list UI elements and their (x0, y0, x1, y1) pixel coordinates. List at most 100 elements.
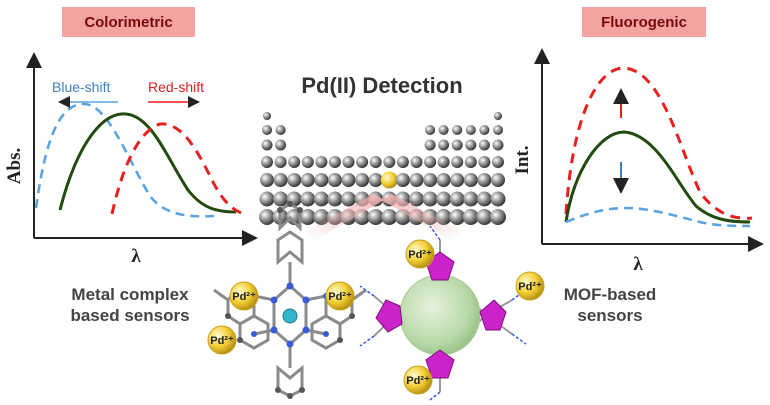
pd-ion-label: Pd²⁺ (210, 335, 234, 347)
element-sphere (395, 173, 410, 187)
pd-ions: Pd²⁺ Pd²⁺ Pd²⁺ Pd²⁺ Pd²⁺ Pd²⁺ (207, 239, 545, 395)
element-sphere (273, 173, 288, 187)
element-sphere (368, 173, 383, 187)
element-sphere (260, 173, 274, 187)
intensity-plot: Int. λ (512, 48, 764, 275)
mof-line1: MOF-based (563, 285, 657, 304)
quenched-curve (565, 206, 751, 228)
element-sphere (342, 156, 355, 168)
element-sphere (422, 191, 438, 207)
element-sphere (396, 156, 409, 168)
metal-complex-label: Metal complex based sensors (55, 284, 205, 326)
blue-shift-curve (34, 102, 215, 218)
element-sphere (452, 125, 463, 135)
red-shift-curve (110, 122, 245, 216)
fluorogenic-tag: Fluorogenic (582, 7, 706, 37)
element-sphere (450, 173, 465, 187)
element-sphere (478, 139, 490, 151)
element-sphere (287, 173, 302, 187)
enhanced-curve (564, 66, 753, 220)
element-sphere (493, 125, 503, 135)
element-sphere (491, 173, 505, 187)
int-y-label: Int. (512, 145, 533, 174)
element-sphere (465, 139, 477, 151)
pd-ion-icon (207, 325, 237, 355)
element-sphere (410, 156, 423, 168)
periodic-table (259, 112, 506, 225)
element-sphere (490, 209, 506, 225)
mof-pore (399, 274, 481, 356)
element-sphere (300, 173, 315, 187)
pd-ion-icon (515, 271, 545, 301)
element-sphere (492, 139, 504, 151)
pd-ion-icon (403, 365, 433, 395)
element-sphere (478, 156, 491, 168)
pd-ion-label: Pd²⁺ (406, 375, 430, 387)
palladium-atom-icon (380, 171, 398, 189)
element-sphere (438, 125, 449, 135)
element-sphere (492, 156, 504, 168)
element-sphere (479, 125, 490, 135)
element-sphere (409, 191, 424, 207)
metal-complex-line1: Metal complex (71, 285, 189, 304)
element-sphere (299, 209, 316, 225)
pd-ion-icon (405, 239, 435, 269)
element-sphere (451, 156, 464, 168)
element-sphere (288, 156, 301, 168)
beam-left (304, 194, 384, 240)
element-sphere (261, 156, 273, 168)
blue-shift-label: Blue-shift (52, 79, 110, 95)
element-sphere (275, 125, 286, 135)
element-sphere (436, 173, 451, 187)
original-curve (58, 112, 237, 214)
element-sphere (315, 156, 328, 168)
element-sphere (425, 125, 436, 135)
element-sphere (262, 125, 272, 135)
mof-line2: sensors (577, 306, 643, 325)
pd-ion-label: Pd²⁺ (232, 291, 256, 303)
pd-ion-icon (229, 281, 259, 311)
element-sphere (465, 125, 476, 135)
element-sphere (356, 156, 369, 168)
element-sphere (275, 139, 287, 151)
element-sphere (327, 173, 342, 187)
element-sphere (286, 209, 303, 225)
element-sphere (423, 173, 438, 187)
element-sphere (274, 156, 287, 168)
element-sphere (463, 173, 478, 187)
metal-center-icon (282, 308, 298, 324)
element-sphere (327, 191, 343, 207)
red-shift-label: Red-shift (148, 79, 204, 95)
element-sphere (476, 209, 493, 225)
element-sphere (259, 191, 275, 207)
mof-structure (359, 225, 527, 401)
element-sphere (381, 209, 398, 225)
element-sphere (494, 112, 502, 120)
element-sphere (449, 191, 465, 207)
element-sphere (259, 209, 275, 225)
pd-ion-label: Pd²⁺ (518, 281, 542, 293)
pd-ion-icon (325, 281, 355, 311)
element-sphere (438, 139, 450, 151)
element-sphere (301, 156, 314, 168)
element-sphere (436, 191, 452, 207)
element-sphere (341, 191, 356, 207)
beam-right (382, 194, 462, 240)
metal-complex-line2: based sensors (70, 306, 190, 325)
element-sphere (477, 173, 492, 187)
element-sphere (476, 191, 492, 207)
metal-complex-molecule (213, 201, 367, 399)
colorimetric-tag: Colorimetric (62, 7, 195, 37)
pd-ion-label: Pd²⁺ (408, 249, 432, 261)
element-sphere (273, 191, 289, 207)
element-sphere (462, 209, 479, 225)
original-fluor-curve (564, 130, 751, 224)
element-sphere (463, 191, 479, 207)
element-sphere (328, 156, 341, 168)
int-x-label: λ (633, 254, 643, 275)
absorbance-plot: Blue-shift Red-shift Abs. λ (4, 52, 258, 267)
center-title: Pd(II) Detection (301, 73, 463, 98)
element-sphere (300, 191, 316, 207)
